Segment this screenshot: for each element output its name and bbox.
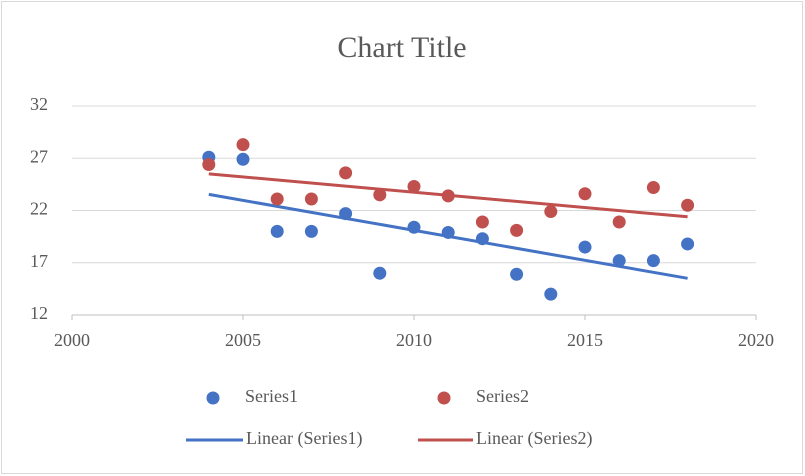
point	[373, 266, 387, 280]
legend-marker	[437, 391, 451, 405]
point	[236, 138, 250, 152]
x-tick-label: 2020	[738, 330, 774, 350]
point	[339, 166, 353, 180]
x-tick-label: 2015	[567, 330, 603, 350]
point	[270, 224, 284, 238]
point	[373, 188, 387, 202]
point	[646, 181, 660, 195]
point	[612, 254, 626, 268]
point	[681, 237, 695, 251]
point	[407, 179, 421, 193]
y-tick-label: 12	[30, 303, 48, 323]
point	[544, 205, 558, 219]
trendline	[208, 172, 688, 219]
x-tick-label: 2005	[225, 330, 261, 350]
point	[612, 215, 626, 229]
point	[475, 215, 489, 229]
point	[270, 192, 284, 206]
point	[510, 267, 524, 281]
y-tick-label: 22	[30, 199, 48, 219]
point	[646, 254, 660, 268]
point	[681, 198, 695, 212]
y-tick-label: 27	[30, 146, 48, 166]
chart-title: Chart Title	[337, 31, 466, 64]
point	[578, 187, 592, 201]
point	[578, 240, 592, 254]
legend-label: Series2	[476, 386, 529, 406]
trendline	[208, 192, 688, 280]
point	[236, 152, 250, 166]
point	[510, 223, 524, 237]
y-tick-label: 17	[30, 251, 48, 271]
legend-label: Linear (Series2)	[476, 428, 592, 449]
legend-label: Series1	[245, 386, 298, 406]
point	[304, 192, 318, 206]
point	[304, 224, 318, 238]
point	[544, 287, 558, 301]
x-tick-label: 2010	[396, 330, 432, 350]
point	[202, 158, 216, 172]
legend-marker	[206, 391, 220, 405]
y-tick-label: 32	[30, 94, 48, 114]
legend-label: Linear (Series1)	[246, 428, 362, 449]
x-tick-label: 2000	[54, 330, 90, 350]
